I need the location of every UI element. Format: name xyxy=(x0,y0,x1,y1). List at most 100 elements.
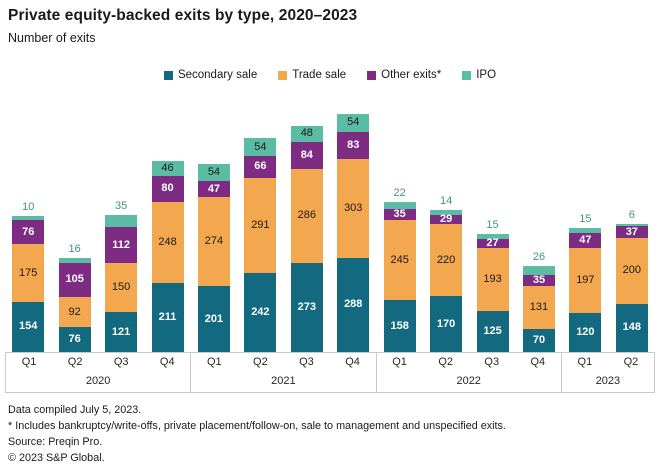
legend-label: Secondary sale xyxy=(177,69,258,81)
segment-other-exits-: 83 xyxy=(337,131,370,159)
segment-value-label: 154 xyxy=(19,320,38,333)
legend-item-ipo: IPO xyxy=(462,69,496,81)
segment-ipo xyxy=(430,210,463,216)
segment-ipo xyxy=(569,228,602,233)
segment-value-label: 248 xyxy=(158,235,177,248)
segment-secondary-sale: 70 xyxy=(522,329,555,352)
segment-value-label: 66 xyxy=(254,160,267,173)
bar-slot-2022-Q3: 15 27 193 125 xyxy=(469,94,515,352)
segment-value-label: 48 xyxy=(300,127,313,140)
quarter-tick-label: Q4 xyxy=(345,356,360,369)
segment-value-label: 112 xyxy=(112,238,130,251)
segment-trade-sale: 220 xyxy=(430,224,463,297)
segment-other-exits-: 105 xyxy=(58,262,91,298)
segment-ipo: 46 xyxy=(151,160,184,176)
year-tick-label: 2020 xyxy=(85,374,111,387)
bar-group-2022: 22 35 245 158 14 29 220 170 15 27 193 125 26 35 131 70 xyxy=(376,94,562,352)
segment-value-label: 47 xyxy=(579,234,592,247)
quarter-tick-label: Q3 xyxy=(113,356,129,369)
segment-secondary-sale: 154 xyxy=(12,301,45,352)
segment-value-label: 150 xyxy=(111,281,131,294)
bar-slot-2022-Q1: 22 35 245 158 xyxy=(376,94,422,352)
segment-value-label: 291 xyxy=(251,218,270,231)
segment-ipo xyxy=(12,216,45,220)
segment-other-exits-: 35 xyxy=(522,274,555,287)
stacked-bar-2022-Q2: 29 220 170 xyxy=(430,210,463,352)
stacked-bar-2022-Q1: 35 245 158 xyxy=(383,201,416,352)
segment-ipo xyxy=(615,224,648,227)
segment-ipo xyxy=(383,201,416,209)
segment-value-label: 35 xyxy=(393,208,406,221)
quarter-tick-label: Q1 xyxy=(577,356,593,369)
segment-value-label: 273 xyxy=(297,300,316,313)
segment-value-label: 46 xyxy=(161,161,174,174)
segment-value-label: 245 xyxy=(390,253,409,266)
stacked-bar-2020-Q4: 46 80 248 211 xyxy=(151,160,184,352)
bar-slot-2021-Q4: 54 83 303 288 xyxy=(330,94,376,352)
secondary-sale-swatch-icon xyxy=(163,70,173,80)
legend-label: Other exits* xyxy=(381,69,442,81)
segment-other-exits-: 112 xyxy=(105,226,138,264)
segment-secondary-sale: 211 xyxy=(151,283,184,352)
ipo-value-label: 10 xyxy=(22,201,35,214)
stacked-bar-2020-Q3: 112 150 121 xyxy=(105,215,138,352)
stacked-bar-2023-Q2: 37 200 148 xyxy=(615,224,648,352)
segment-value-label: 54 xyxy=(207,166,221,178)
bar-slot-2021-Q3: 48 84 286 273 xyxy=(284,94,330,352)
segment-value-label: 175 xyxy=(19,266,38,279)
segment-ipo xyxy=(476,234,509,240)
stacked-bar-2022-Q4: 35 131 70 xyxy=(522,266,555,352)
quarter-tick-label: Q4 xyxy=(530,356,546,369)
segment-value-label: 47 xyxy=(207,182,221,195)
legend-label: Trade sale xyxy=(292,69,347,81)
segment-trade-sale: 274 xyxy=(197,196,230,287)
segment-value-label: 76 xyxy=(22,225,35,238)
segment-value-label: 242 xyxy=(251,305,270,318)
segment-trade-sale: 245 xyxy=(383,220,416,301)
segment-trade-sale: 150 xyxy=(105,263,138,313)
bar-slot-2020-Q2: 16 105 92 76 xyxy=(51,94,97,352)
quarter-tick-label: Q4 xyxy=(159,356,175,369)
segment-value-label: 201 xyxy=(204,312,224,325)
segment-other-exits-: 47 xyxy=(569,233,602,249)
segment-secondary-sale: 125 xyxy=(476,311,509,352)
ipo-value-label: 6 xyxy=(628,209,635,222)
segment-trade-sale: 248 xyxy=(151,201,184,284)
segment-ipo: 54 xyxy=(337,113,370,132)
bar-group-2021: 54 47 274 201 54 66 291 242 48 84 286 273 54 83 303 288 xyxy=(191,94,377,352)
segment-other-exits-: 27 xyxy=(476,237,509,250)
legend-item-trade-sale: Trade sale xyxy=(278,69,346,81)
chart-subtitle: Number of exits xyxy=(8,31,96,45)
ipo-value-label: 22 xyxy=(393,186,406,199)
footnotes: Data compiled July 5, 2023. * Includes b… xyxy=(8,402,654,466)
bar-slot-2022-Q4: 26 35 131 70 xyxy=(516,94,562,352)
segment-other-exits-: 84 xyxy=(290,141,323,170)
bar-group-2020: 10 76 175 154 16 105 92 76 35 112 150 121 46 80 248 211 xyxy=(5,94,191,352)
segment-other-exits-: 29 xyxy=(430,213,463,226)
segment-trade-sale: 175 xyxy=(12,244,45,302)
segment-trade-sale: 193 xyxy=(476,248,509,312)
segment-value-label: 211 xyxy=(158,311,177,323)
segment-secondary-sale: 76 xyxy=(58,327,91,352)
bar-slot-2020-Q1: 10 76 175 154 xyxy=(5,94,51,352)
segment-value-label: 105 xyxy=(65,273,84,286)
ipo-value-label: 15 xyxy=(579,213,592,226)
segment-ipo xyxy=(58,257,91,263)
segment-value-label: 131 xyxy=(529,301,549,314)
segment-secondary-sale: 121 xyxy=(105,312,138,352)
segment-trade-sale: 131 xyxy=(522,286,555,330)
segment-ipo xyxy=(105,215,138,227)
quarter-tick-label: Q2 xyxy=(438,356,454,369)
segment-value-label: 286 xyxy=(297,209,316,222)
segment-value-label: 170 xyxy=(436,317,456,330)
axis-group-2023: Q1 Q2 2023 xyxy=(560,353,654,392)
segment-value-label: 27 xyxy=(486,237,499,250)
segment-secondary-sale: 170 xyxy=(430,296,463,352)
trade-sale-swatch-icon xyxy=(278,70,288,80)
segment-value-label: 197 xyxy=(576,274,595,287)
segment-value-label: 35 xyxy=(532,274,546,287)
other-exits-swatch-icon xyxy=(367,70,377,80)
segment-trade-sale: 291 xyxy=(244,177,277,273)
quarter-label-row: Q1 Q2 Q3 Q4 xyxy=(377,353,561,372)
segment-value-label: 29 xyxy=(439,213,453,226)
